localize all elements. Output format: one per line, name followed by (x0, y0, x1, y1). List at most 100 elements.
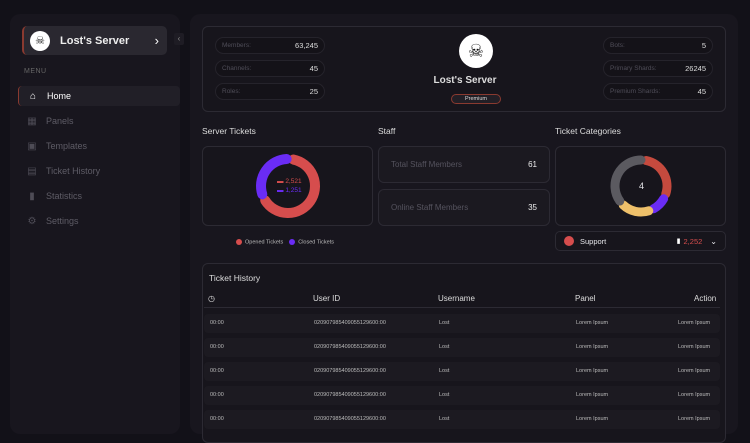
category-select[interactable]: Support ▮ 2,252 ⌄ (555, 231, 726, 251)
sidebar-item-label: Settings (46, 216, 79, 226)
cell-user-id: 020907985409055129600:00 (314, 392, 386, 398)
sidebar-item-panels[interactable]: ▦ Panels (18, 111, 180, 131)
sidebar-item-label: Home (47, 91, 72, 101)
cell-time: 00:00 (210, 368, 224, 374)
slice-grey (610, 155, 646, 206)
server-tickets-chart: ▬ 2,521 ▬ 1,251 (202, 146, 373, 226)
stat-value: 45 (697, 87, 706, 96)
panels-icon: ▦ (27, 115, 37, 127)
stat-channels: Channels: 45 (215, 60, 325, 77)
chevron-down-icon: ⌄ (710, 236, 717, 246)
cell-time: 00:00 (210, 392, 224, 398)
sidebar-item-label: Statistics (46, 191, 83, 201)
stat-label: Bots: (610, 42, 625, 49)
server-avatar: ☠ (30, 30, 50, 51)
sidebar-item-settings[interactable]: ⚙ Settings (18, 211, 180, 231)
table-row[interactable]: 00:00 020907985409055129600:00 Lost Lorem I… (204, 338, 720, 357)
table-row[interactable]: 00:00 020907985409055129600:00 Lost Lorem I… (204, 410, 720, 429)
total-staff-label: Total Staff Members (391, 160, 462, 169)
stat-bots: Bots: 5 (603, 37, 713, 54)
cell-panel: Lorem Ipsum (576, 368, 609, 374)
cell-panel: Lorem Ipsum (576, 392, 609, 398)
cell-panel: Lorem Ipsum (576, 416, 609, 422)
cell-action: Lorem Ipsum (678, 416, 711, 422)
slice-purple (649, 194, 669, 214)
sidebar-item-label: Ticket History (46, 166, 101, 176)
main-panel: Members: 63,245 Channels: 45 Roles: 25 Bots: 5 P… (190, 14, 738, 443)
col-panel: Panel (575, 294, 596, 303)
col-user-id: User ID (313, 294, 341, 303)
stat-label: Premium Shards: (610, 88, 661, 95)
ticket-icon: ▮ (676, 238, 681, 245)
table-row[interactable]: 00:00 020907985409055129600:00 Lost Lorem I… (204, 362, 720, 381)
online-staff-label: Online Staff Members (391, 203, 469, 212)
cell-action: Lorem Ipsum (678, 368, 711, 374)
stat-roles: Roles: 25 (215, 83, 325, 100)
book-icon: ▤ (27, 165, 37, 177)
slice-closed-tickets (256, 154, 292, 200)
cell-username: Lost (439, 416, 450, 422)
cell-time: 00:00 (210, 344, 224, 350)
sidebar-item-label: Panels (46, 116, 74, 126)
ticket-categories-title: Ticket Categories (555, 126, 621, 136)
stat-members: Members: 63,245 (215, 37, 325, 54)
home-icon: ⌂ (29, 90, 37, 102)
server-title: Lost's Server (433, 75, 497, 86)
col-action: Action (694, 294, 717, 303)
server-avatar: ☠ (459, 34, 493, 68)
cell-panel: Lorem Ipsum (576, 320, 609, 326)
slice-opened-tickets (260, 154, 320, 218)
menu-label: MENU (24, 68, 47, 75)
table-row[interactable]: 00:00 020907985409055129600:00 Lost Lorem I… (204, 386, 720, 405)
stat-label: Members: (222, 42, 251, 49)
sidebar: ☠ Lost's Server › MENU ⌂ Home ▦ Panels ▣ Temp… (10, 14, 180, 434)
stat-value: 5 (701, 41, 706, 50)
clock-icon: ◷ (208, 294, 215, 303)
cell-panel: Lorem Ipsum (576, 344, 609, 350)
ticket-history-title: Ticket History (209, 273, 261, 283)
server-switcher[interactable]: ☠ Lost's Server › (22, 26, 167, 55)
opened-count: ▬ 2,521 (277, 178, 302, 185)
stat-premium-shards: Premium Shards: 45 (603, 83, 713, 100)
cell-username: Lost (439, 392, 450, 398)
total-staff-card: Total Staff Members 61 (378, 146, 550, 183)
premium-badge: Premium (451, 94, 501, 104)
ticket-categories-chart: 4 (555, 146, 726, 226)
server-name: Lost's Server (60, 34, 130, 47)
stat-label: Primary Shards: (610, 65, 657, 72)
stat-value: 45 (309, 64, 318, 73)
cell-action: Lorem Ipsum (678, 344, 711, 350)
sidebar-item-templates[interactable]: ▣ Templates (18, 136, 180, 156)
col-username: Username (438, 294, 475, 303)
sidebar-item-statistics[interactable]: ▮ Statistics (18, 186, 180, 206)
table-row[interactable]: 00:00 020907985409055129600:00 Lost Lorem I… (204, 314, 720, 333)
sidebar-item-label: Templates (46, 141, 88, 151)
server-overview-card: Members: 63,245 Channels: 45 Roles: 25 Bots: 5 P… (202, 26, 726, 112)
slice-yellow (618, 200, 654, 217)
slice-support (641, 156, 672, 199)
online-staff-value: 35 (528, 203, 537, 212)
cell-user-id: 020907985409055129600:00 (314, 344, 386, 350)
chevron-right-icon: › (154, 33, 159, 48)
closed-count-value: 1,251 (285, 187, 302, 194)
cell-user-id: 020907985409055129600:00 (314, 320, 386, 326)
collapse-sidebar-button[interactable]: ‹ (174, 33, 184, 45)
gear-icon: ⚙ (27, 215, 37, 227)
total-staff-value: 61 (528, 160, 537, 169)
cell-time: 00:00 (210, 320, 224, 326)
cell-username: Lost (439, 320, 450, 326)
cell-username: Lost (439, 368, 450, 374)
category-count-value: 2,252 (683, 236, 703, 246)
stat-value: 25 (309, 87, 318, 96)
legend-opened: Opened Tickets (236, 239, 283, 245)
stat-primary-shards: Primary Shards: 26245 (603, 60, 713, 77)
closed-count: ▬ 1,251 (277, 187, 302, 194)
header-divider (204, 307, 720, 308)
cell-action: Lorem Ipsum (678, 320, 711, 326)
sidebar-item-home[interactable]: ⌂ Home (18, 86, 180, 106)
opened-count-value: 2,521 (285, 178, 302, 185)
stat-value: 26245 (685, 64, 706, 73)
bar-chart-icon: ▮ (29, 190, 35, 202)
cell-username: Lost (439, 344, 450, 350)
sidebar-item-ticket-history[interactable]: ▤ Ticket History (18, 161, 180, 181)
